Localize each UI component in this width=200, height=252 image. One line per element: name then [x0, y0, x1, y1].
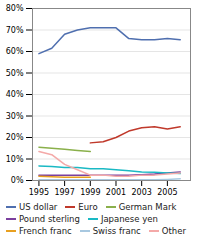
- svg-text:1995: 1995: [29, 188, 49, 197]
- svg-text:0%: 0%: [11, 176, 24, 185]
- svg-text:2005: 2005: [157, 188, 177, 197]
- svg-text:30%: 30%: [6, 112, 24, 121]
- svg-text:2001: 2001: [106, 188, 126, 197]
- svg-text:80%: 80%: [6, 4, 24, 13]
- html-text:Pound sterling: Pound sterling: [19, 214, 80, 224]
- html-text:Swiss franc: Swiss franc: [92, 226, 141, 236]
- svg-text:10%: 10%: [6, 155, 24, 164]
- html-text:Japanese yen: Japanese yen: [100, 214, 158, 224]
- html-text:German Mark: German Mark: [118, 202, 177, 212]
- svg-text:2003: 2003: [132, 188, 152, 197]
- svg-text:40%: 40%: [6, 90, 24, 99]
- svg-text:20%: 20%: [6, 133, 24, 142]
- svg-text:70%: 70%: [6, 26, 24, 35]
- html-text:US dollar: US dollar: [19, 202, 58, 212]
- svg-text:60%: 60%: [6, 47, 24, 56]
- svg-text:1997: 1997: [54, 188, 74, 197]
- svg-text:1999: 1999: [80, 188, 100, 197]
- html-text:Euro: Euro: [78, 202, 98, 212]
- svg-text:50%: 50%: [6, 69, 24, 78]
- html-text:French franc: French franc: [19, 226, 72, 236]
- html-text:Other: Other: [161, 226, 186, 236]
